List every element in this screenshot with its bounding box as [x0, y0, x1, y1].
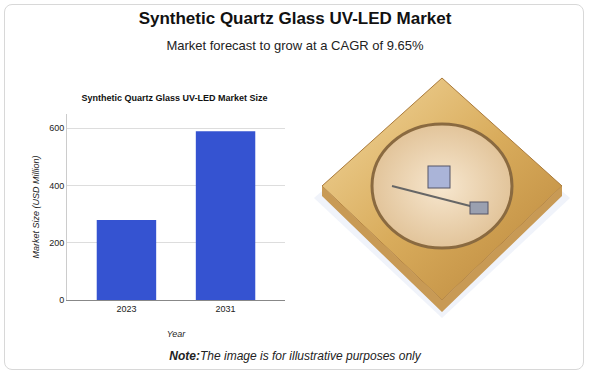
- svg-text:Synthetic Quartz Glass UV-LED: Synthetic Quartz Glass UV-LED Market Siz…: [81, 93, 267, 103]
- svg-text:2031: 2031: [216, 304, 236, 314]
- html-text:Market forecast to grow at a C: Market forecast to grow at a CAGR of 9.6…: [166, 38, 424, 53]
- svg-text:Year: Year: [167, 329, 187, 339]
- html-text:Note: The image is for illustr: Note: The image is for illustrative purp…: [169, 349, 421, 363]
- html-text:Synthetic Quartz Glass UV-LED: Synthetic Quartz Glass UV-LED Market: [138, 9, 452, 28]
- svg-text:400: 400: [49, 181, 64, 191]
- svg-text:0: 0: [59, 295, 64, 305]
- svg-text:600: 600: [49, 123, 64, 133]
- svg-text:Market Size (USD Million): Market Size (USD Million): [31, 155, 41, 258]
- svg-text:2023: 2023: [116, 304, 136, 314]
- svg-text:200: 200: [49, 238, 64, 248]
